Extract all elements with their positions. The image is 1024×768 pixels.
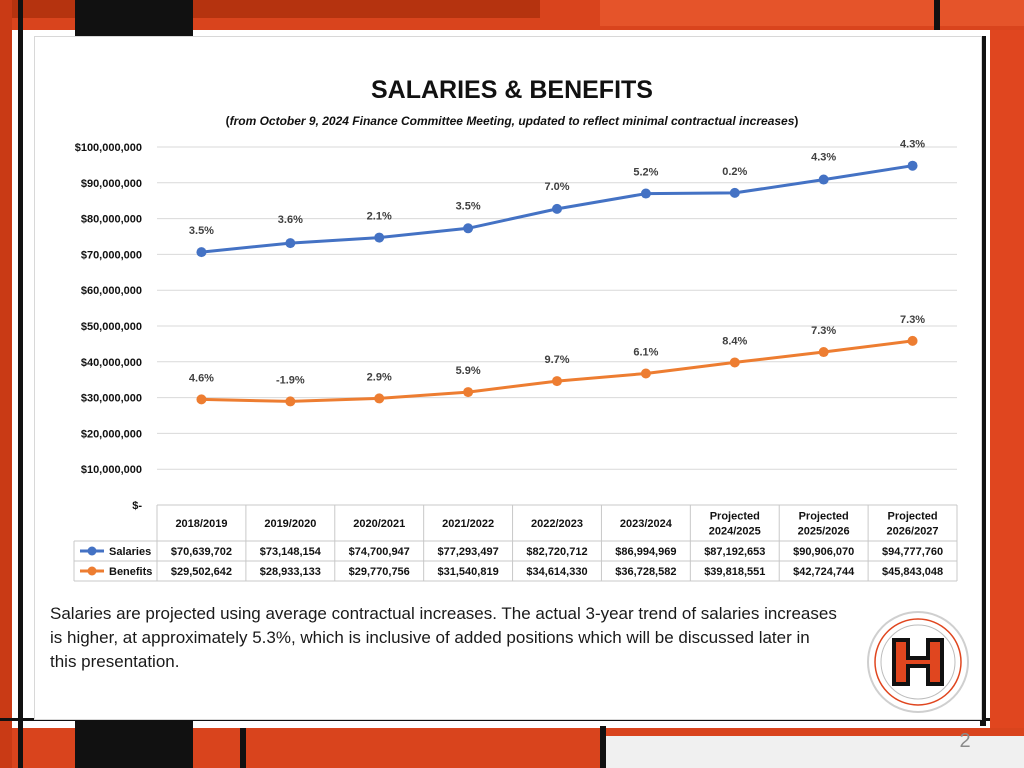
x-category-label-8-0: Projected	[887, 511, 937, 523]
point-label-salaries-0: 3.5%	[189, 225, 214, 237]
table-cell-benefits-7: $42,724,744	[793, 566, 855, 578]
page-number: 2	[959, 730, 971, 752]
point-label-salaries-6: 0.2%	[722, 166, 747, 178]
chart-subtitle: (from October 9, 2024 Finance Committee …	[0, 114, 1024, 128]
data-point-benefits-8	[907, 335, 918, 346]
table-cell-salaries-5: $86,994,969	[615, 546, 676, 558]
point-label-benefits-5: 6.1%	[633, 347, 658, 359]
x-category-label-1-0: 2019/2020	[264, 518, 316, 530]
table-cell-salaries-0: $70,639,702	[171, 546, 232, 558]
x-category-label-7-0: Projected	[799, 511, 849, 523]
table-cell-salaries-8: $94,777,760	[882, 546, 943, 558]
x-category-label-6-0: Projected	[710, 511, 760, 523]
y-tick-label-5: $50,000,000	[81, 321, 142, 333]
x-category-label-3-0: 2021/2022	[442, 518, 494, 530]
subtitle-close-paren: )	[794, 114, 799, 128]
y-tick-label-6: $60,000,000	[81, 285, 142, 297]
data-point-benefits-1	[285, 396, 296, 407]
x-category-label-6-1: 2024/2025	[709, 526, 761, 538]
table-cell-benefits-0: $29,502,642	[171, 566, 232, 578]
x-category-label-2-0: 2020/2021	[353, 518, 405, 530]
x-category-label-8-1: 2026/2027	[887, 526, 939, 538]
table-cell-benefits-4: $34,614,330	[526, 566, 587, 578]
table-cell-benefits-6: $39,818,551	[704, 566, 765, 578]
table-cell-salaries-6: $87,192,653	[704, 546, 765, 558]
slide-panel	[34, 36, 982, 720]
table-cell-benefits-5: $36,728,582	[615, 566, 676, 578]
point-label-salaries-4: 7.0%	[544, 181, 569, 193]
point-label-salaries-8: 4.3%	[900, 139, 925, 151]
table-cell-salaries-2: $74,700,947	[349, 546, 410, 558]
point-label-benefits-0: 4.6%	[189, 372, 214, 384]
data-point-salaries-5	[640, 188, 651, 199]
data-point-salaries-6	[729, 187, 740, 198]
y-tick-label-2: $20,000,000	[81, 428, 142, 440]
point-label-salaries-2: 2.1%	[367, 211, 392, 223]
data-point-salaries-2	[374, 232, 385, 243]
series-line-benefits	[201, 339, 913, 403]
y-tick-label-0: $-	[132, 500, 142, 512]
y-tick-label-1: $10,000,000	[81, 464, 142, 476]
data-point-benefits-4	[552, 376, 562, 387]
point-label-benefits-4: 9.7%	[544, 354, 569, 366]
data-point-benefits-5	[640, 368, 651, 379]
data-point-benefits-7	[818, 347, 829, 358]
data-point-salaries-4	[552, 203, 562, 214]
data-point-benefits-2	[374, 393, 385, 404]
data-point-benefits-6	[729, 357, 740, 368]
x-category-label-7-1: 2025/2026	[798, 526, 850, 538]
school-logo-seal	[867, 611, 969, 713]
point-label-benefits-2: 2.9%	[367, 371, 392, 383]
point-label-salaries-5: 5.2%	[633, 167, 658, 179]
point-label-benefits-1: -1.9%	[276, 374, 305, 386]
subtitle-text: from October 9, 2024 Finance Committee M…	[229, 114, 795, 128]
table-cell-salaries-3: $77,293,497	[438, 546, 499, 558]
table-cell-benefits-3: $31,540,819	[438, 566, 499, 578]
table-cell-benefits-1: $28,933,133	[260, 566, 321, 578]
point-label-benefits-7: 7.3%	[811, 325, 836, 337]
legend-label-salaries: Salaries	[109, 546, 151, 558]
legend-marker-benefits	[87, 566, 97, 576]
y-tick-label-8: $80,000,000	[81, 214, 142, 226]
y-tick-label-4: $40,000,000	[81, 357, 142, 369]
point-label-benefits-8: 7.3%	[900, 314, 925, 326]
data-point-benefits-0	[196, 394, 207, 405]
point-label-benefits-3: 5.9%	[456, 365, 481, 377]
legend-marker-salaries	[87, 546, 97, 556]
data-point-salaries-7	[818, 174, 829, 185]
point-label-salaries-1: 3.6%	[278, 214, 303, 226]
point-label-benefits-6: 8.4%	[722, 335, 747, 347]
x-category-label-4-0: 2022/2023	[531, 518, 583, 530]
point-label-salaries-3: 3.5%	[456, 200, 481, 212]
legend-label-benefits: Benefits	[109, 566, 152, 578]
y-tick-label-3: $30,000,000	[81, 393, 142, 405]
table-cell-salaries-7: $90,906,070	[793, 546, 854, 558]
table-cell-benefits-2: $29,770,756	[349, 566, 410, 578]
y-tick-label-9: $90,000,000	[81, 178, 142, 190]
x-category-label-5-0: 2023/2024	[620, 518, 673, 530]
chart-title: SALARIES & BENEFITS	[371, 76, 653, 104]
table-cell-salaries-4: $82,720,712	[526, 546, 587, 558]
y-tick-label-7: $70,000,000	[81, 249, 142, 261]
data-point-salaries-8	[907, 160, 918, 171]
data-point-benefits-3	[463, 387, 474, 398]
y-tick-label-10: $100,000,000	[75, 142, 142, 154]
data-point-salaries-1	[285, 238, 296, 249]
x-category-label-0-0: 2018/2019	[175, 518, 227, 530]
point-label-salaries-7: 4.3%	[811, 152, 836, 164]
table-cell-salaries-1: $73,148,154	[260, 546, 322, 558]
data-point-salaries-3	[463, 223, 474, 234]
slide-caption: Salaries are projected using average con…	[50, 604, 837, 671]
subtitle-open-paren: (	[225, 114, 230, 128]
table-cell-benefits-8: $45,843,048	[882, 566, 943, 578]
data-point-salaries-0	[196, 247, 207, 258]
